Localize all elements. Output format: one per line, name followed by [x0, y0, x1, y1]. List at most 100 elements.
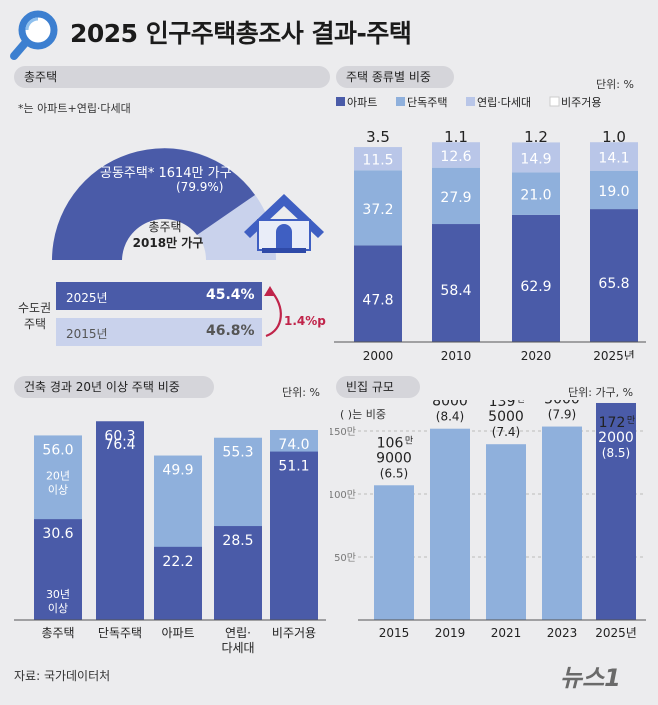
value-label-top: 172	[599, 415, 626, 431]
age-chart: 56.030.6총주택20년이상30년이상76.460.3단독주택49.922.…	[14, 421, 326, 655]
legend-swatch	[336, 97, 345, 106]
legend-label: 단독주택	[407, 96, 447, 109]
value-label-top: 139	[489, 400, 516, 410]
bar-segment	[590, 170, 638, 210]
legend-label: 비주거용	[561, 96, 601, 109]
x-tick-label: 2025년	[593, 349, 635, 360]
x-tick-label: 2023	[547, 626, 578, 640]
bar-segment	[432, 224, 480, 342]
age-unit: 단위: %	[282, 386, 320, 399]
value-label-top: 106	[377, 435, 404, 451]
capital-year-2015: 2015년	[66, 327, 108, 341]
svg-text:뉴스1: 뉴스1	[560, 664, 621, 692]
data-label-20: 56.0	[42, 442, 73, 458]
x-tick-label: 2021	[491, 626, 522, 640]
source-note: 자료: 국가데이터처	[14, 669, 111, 683]
value-label-man: 만	[627, 415, 635, 426]
panel-header-types: 주택 종류별 비중	[336, 66, 454, 88]
x-tick-label: 다세대	[221, 641, 254, 655]
bar-30-years	[34, 519, 82, 620]
data-label: 1.2	[524, 128, 548, 146]
data-label: 12.6	[440, 149, 471, 165]
capital-bar-2025	[56, 282, 262, 310]
bar-segment	[354, 245, 402, 342]
legend-label: 연립·다세대	[477, 96, 531, 109]
value-label-bottom: 8000	[432, 400, 468, 410]
inner-label-30: 이상	[48, 602, 68, 615]
x-tick-label: 비주거용	[272, 626, 316, 640]
search-icon	[10, 10, 58, 60]
data-label: 1.1	[444, 128, 468, 146]
value-label-man: 만	[405, 435, 413, 446]
data-label-30: 60.3	[104, 428, 135, 444]
x-tick-label: 2000	[363, 349, 394, 360]
data-label: 65.8	[598, 276, 629, 292]
total-note: *는 아파트+연립·다세대	[18, 102, 131, 115]
bar-segment	[512, 214, 560, 342]
x-tick-label: 2020	[521, 349, 552, 360]
value-label-bottom: 2000	[598, 430, 634, 446]
x-tick-label: 연립·	[225, 626, 251, 640]
value-label-bottom: 5000	[544, 400, 580, 408]
types-chart: 아파트 단독주택 연립·다세대 비주거용 47.8 37.2 11.5 3.5 2000 58.4…	[334, 96, 646, 360]
data-label: 58.4	[440, 283, 471, 299]
change-arrow-head	[264, 286, 276, 296]
bar-vacant	[486, 444, 526, 620]
data-label: 62.9	[520, 279, 551, 295]
share-label: (6.5)	[380, 466, 408, 480]
panel-header-total: 총주택	[14, 66, 330, 88]
data-label: 19.0	[598, 184, 629, 200]
bar-segment	[354, 170, 402, 246]
data-label-20: 76.4	[104, 437, 135, 453]
vacant-note: ( )는 비중	[340, 408, 386, 421]
data-label-20: 55.3	[222, 445, 253, 461]
data-label: 21.0	[520, 188, 551, 204]
vacant-chart: 50만100만150만106만9000(6.5)2015151만8000(8.4…	[330, 400, 646, 640]
total-value: 2018만 가구	[132, 236, 204, 250]
types-unit: 단위: %	[596, 78, 634, 91]
bar-segment	[512, 172, 560, 215]
panel-header-age: 건축 경과 20년 이상 주택 비중	[14, 376, 214, 398]
bar-30-years	[154, 546, 202, 620]
change-arrow	[265, 289, 282, 338]
capital-label-1: 수도권	[18, 301, 52, 315]
bar-segment	[590, 209, 638, 342]
bar-vacant	[374, 485, 414, 620]
value-label-bottom: 9000	[376, 450, 412, 466]
bar-segment	[432, 142, 480, 168]
bar-vacant	[430, 428, 470, 620]
data-label-30: 22.2	[162, 554, 193, 570]
x-tick-label: 2025년	[595, 626, 637, 640]
inner-label-20: 이상	[48, 483, 68, 496]
data-label-20: 49.9	[162, 463, 193, 479]
house-icon	[244, 194, 324, 253]
share-label: (8.4)	[436, 410, 464, 424]
data-label: 1.0	[602, 128, 626, 146]
y-tick-label: 150만	[330, 426, 356, 438]
bar-30-years	[270, 451, 318, 620]
capital-value-2015: 46.8%	[206, 323, 255, 339]
inner-label-20: 20년	[46, 469, 70, 482]
bar-segment	[432, 167, 480, 225]
x-tick-label: 아파트	[161, 626, 194, 640]
multi-unit-label: 공동주택* 1614만 가구	[100, 166, 232, 181]
data-label-30: 51.1	[278, 459, 309, 475]
share-label: (8.5)	[602, 446, 630, 460]
value-label-man: 만	[517, 400, 525, 405]
x-tick-label: 총주택	[41, 626, 74, 640]
y-tick-label: 100만	[330, 489, 356, 501]
legend-swatch	[396, 97, 405, 106]
bar-segment	[512, 142, 560, 173]
data-label: 47.8	[362, 293, 393, 309]
data-label: 14.9	[520, 151, 551, 167]
share-label: (7.9)	[548, 408, 576, 422]
data-label-20: 74.0	[278, 437, 309, 453]
data-label: 14.1	[598, 150, 629, 166]
vacant-unit: 단위: 가구, %	[568, 386, 634, 399]
inner-label-30: 30년	[46, 588, 70, 601]
value-label-bottom: 5000	[488, 409, 524, 425]
capital-change-label: 1.4%p	[284, 314, 326, 328]
x-tick-label: 2015	[379, 626, 410, 640]
donut-multi-unit	[52, 148, 255, 260]
